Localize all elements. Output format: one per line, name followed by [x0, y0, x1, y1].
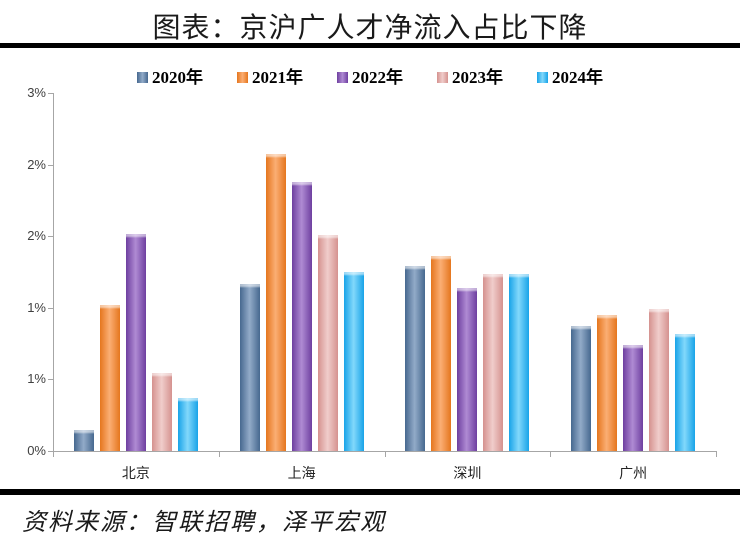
category-label-深圳: 深圳 — [453, 467, 482, 482]
legend-swatch-icon — [537, 71, 548, 83]
y-axis — [53, 93, 54, 451]
y-axis-label: 1% — [27, 371, 46, 387]
source-note: 资料来源：智联招聘，泽平宏观 — [22, 510, 386, 536]
y-axis-label: 3% — [27, 85, 46, 100]
top-divider — [0, 43, 740, 48]
legend-swatch-icon — [437, 71, 448, 83]
bar-广州-2022年 — [623, 345, 643, 451]
bar-广州-2024年 — [675, 334, 695, 451]
x-axis-tick — [550, 452, 552, 457]
y-axis-tick — [48, 307, 53, 309]
category-label-广州: 广州 — [619, 467, 648, 482]
y-axis-tick — [48, 379, 53, 381]
legend: 2020年 2021年 2022年 2023年 2024年 — [0, 66, 740, 88]
bar-深圳-2023年 — [483, 274, 503, 451]
category-label-北京: 北京 — [121, 467, 150, 482]
category-label-上海: 上海 — [287, 467, 316, 482]
legend-item-2022年: 2022年 — [337, 69, 403, 86]
bar-上海-2023年 — [318, 235, 338, 451]
bottom-divider — [0, 489, 740, 495]
legend-item-2021年: 2021年 — [237, 69, 303, 86]
y-axis-label: 2% — [27, 228, 46, 244]
bar-北京-2020年 — [74, 430, 94, 451]
bar-广州-2023年 — [649, 309, 669, 451]
bar-广州-2020年 — [571, 326, 591, 451]
bar-北京-2022年 — [126, 234, 146, 451]
y-axis-tick — [48, 451, 53, 452]
legend-swatch-icon — [237, 71, 248, 83]
bar-上海-2024年 — [344, 272, 364, 451]
bar-广州-2021年 — [597, 315, 617, 451]
x-axis-tick — [218, 452, 220, 457]
bar-北京-2021年 — [100, 305, 120, 451]
y-axis-label: 1% — [27, 299, 46, 315]
y-axis-tick — [48, 236, 53, 238]
legend-label: 2020年 — [152, 67, 203, 87]
bar-深圳-2024年 — [509, 274, 529, 451]
legend-item-2024年: 2024年 — [537, 69, 603, 86]
bar-深圳-2020年 — [405, 266, 425, 451]
y-axis-tick — [48, 93, 53, 94]
legend-swatch-icon — [337, 71, 348, 83]
legend-item-2020年: 2020年 — [137, 69, 203, 86]
bar-上海-2020年 — [240, 284, 260, 451]
legend-label: 2024年 — [552, 67, 603, 87]
bar-深圳-2022年 — [457, 288, 477, 451]
y-axis-tick — [48, 164, 53, 166]
legend-swatch-icon — [137, 71, 148, 83]
bar-北京-2023年 — [152, 373, 172, 451]
x-axis-tick — [384, 452, 386, 457]
bar-深圳-2021年 — [431, 256, 451, 451]
legend-label: 2021年 — [252, 67, 303, 87]
y-axis-label: 0% — [27, 443, 46, 458]
legend-item-2023年: 2023年 — [437, 69, 503, 86]
x-axis-tick — [53, 452, 54, 457]
chart-title: 图表：京沪广人才净流入占比下降 — [152, 13, 588, 44]
y-axis-label: 2% — [27, 156, 46, 172]
legend-label: 2022年 — [352, 67, 403, 87]
bar-北京-2024年 — [178, 398, 198, 451]
legend-label: 2023年 — [452, 67, 503, 87]
x-axis — [53, 451, 717, 452]
x-axis-tick — [716, 452, 717, 457]
bar-上海-2021年 — [266, 154, 286, 451]
bar-上海-2022年 — [292, 182, 312, 451]
